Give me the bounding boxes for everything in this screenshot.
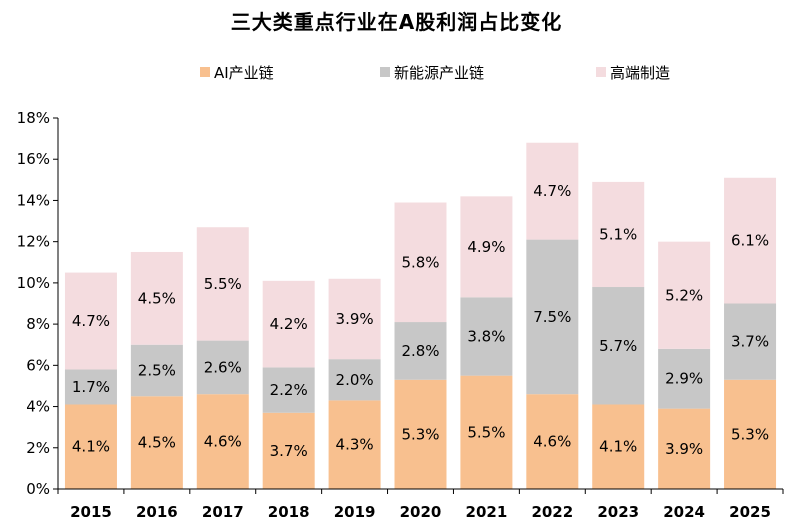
data-label-2022-series-2: 4.7% [533, 182, 571, 200]
x-tick-label-2020: 2020 [400, 503, 442, 521]
data-label-2020-series-2: 5.8% [401, 253, 439, 271]
bar-2024-series-0 [658, 408, 711, 489]
data-label-2020-series-1: 2.8% [401, 342, 439, 360]
y-tick-label-3: 6% [26, 356, 50, 374]
bar-2015-series-2 [64, 272, 117, 370]
data-label-2022-series-0: 4.6% [533, 433, 571, 451]
y-tick-label-1: 2% [26, 439, 50, 457]
y-tick-label-5: 10% [17, 274, 50, 292]
bar-2019-series-2 [328, 278, 381, 360]
bar-2015-series-1 [64, 369, 117, 405]
x-tick-label-2019: 2019 [334, 503, 376, 521]
bar-2020-series-2 [394, 202, 447, 323]
data-label-2020-series-0: 5.3% [401, 425, 439, 443]
data-label-2018-series-1: 2.2% [270, 381, 308, 399]
data-label-2017-series-1: 2.6% [204, 358, 242, 376]
bar-2019-series-0 [328, 400, 381, 489]
bar-2018-series-2 [262, 280, 315, 368]
data-labels-group: 4.1% 1.7% 4.7% 4.5% 2.5% 4.5% 4.6% 2.6% 5.5% 3.7%… [72, 182, 769, 460]
data-label-2024-series-0: 3.9% [665, 440, 703, 458]
legend-label-0: AI产业链 [214, 64, 274, 82]
bar-2016-series-0 [130, 396, 183, 489]
bar-2020-series-1 [394, 322, 447, 380]
data-label-2015-series-1: 1.7% [72, 378, 110, 396]
y-tick-label-9: 18% [17, 109, 50, 127]
bar-2022-series-0 [526, 394, 579, 489]
x-tick-label-2021: 2021 [466, 503, 508, 521]
legend: AI产业链 新能源产业链 高端制造 [200, 64, 670, 82]
data-label-2016-series-1: 2.5% [138, 361, 176, 379]
x-tick-label-2024: 2024 [663, 503, 705, 521]
bar-2019-series-1 [328, 359, 381, 401]
y-tick-label-7: 14% [17, 191, 50, 209]
x-tick-label-2016: 2016 [136, 503, 178, 521]
data-label-2025-series-1: 3.7% [731, 333, 769, 351]
bar-2017-series-2 [196, 227, 249, 341]
bars-group [64, 142, 777, 489]
data-label-2021-series-2: 4.9% [467, 238, 505, 256]
data-label-2025-series-2: 6.1% [731, 232, 769, 250]
data-label-2017-series-0: 4.6% [204, 433, 242, 451]
y-tick-label-6: 12% [17, 233, 50, 251]
data-label-2023-series-2: 5.1% [599, 225, 637, 243]
x-tick-label-2023: 2023 [597, 503, 639, 521]
bar-2018-series-0 [262, 412, 315, 489]
data-label-2015-series-0: 4.1% [72, 438, 110, 456]
data-label-2017-series-2: 5.5% [204, 275, 242, 293]
bar-2016-series-2 [130, 251, 183, 345]
data-label-2021-series-0: 5.5% [467, 423, 505, 441]
bar-2018-series-1 [262, 367, 315, 413]
data-label-2018-series-0: 3.7% [270, 442, 308, 460]
bar-2025-series-1 [724, 303, 777, 380]
y-tick-label-0: 0% [26, 480, 50, 498]
legend-swatch-2 [596, 67, 606, 77]
data-label-2019-series-2: 3.9% [336, 310, 374, 328]
bar-2017-series-1 [196, 340, 249, 395]
bar-2024-series-2 [658, 241, 711, 349]
chart-title: 三大类重点行业在A股利润占比变化 [230, 10, 563, 34]
x-tick-label-2018: 2018 [268, 503, 310, 521]
bar-2024-series-1 [658, 348, 711, 409]
data-label-2022-series-1: 7.5% [533, 308, 571, 326]
y-tick-label-8: 16% [17, 150, 50, 168]
axes-group: 0% 2% 4% 6% 8% 10% 12% 14% 16% 18% 2015 2016 2017 201… [17, 109, 784, 521]
bar-2022-series-2 [526, 142, 579, 240]
data-label-2021-series-1: 3.8% [467, 327, 505, 345]
legend-label-1: 新能源产业链 [394, 64, 484, 82]
data-label-2015-series-2: 4.7% [72, 312, 110, 330]
data-label-2025-series-0: 5.3% [731, 425, 769, 443]
bar-2023-series-0 [592, 404, 645, 489]
legend-swatch-1 [380, 67, 390, 77]
x-tick-label-2017: 2017 [202, 503, 244, 521]
bar-2025-series-2 [724, 177, 777, 304]
bar-2021-series-0 [460, 375, 513, 489]
bar-2025-series-0 [724, 379, 777, 489]
data-label-2016-series-2: 4.5% [138, 289, 176, 307]
legend-swatch-0 [200, 67, 210, 77]
data-label-2019-series-0: 4.3% [336, 436, 374, 454]
x-tick-label-2025: 2025 [729, 503, 771, 521]
y-tick-label-2: 4% [26, 398, 50, 416]
data-label-2024-series-2: 5.2% [665, 286, 703, 304]
bar-2021-series-1 [460, 297, 513, 376]
bar-2023-series-1 [592, 287, 645, 405]
x-tick-label-2022: 2022 [531, 503, 573, 521]
bar-2022-series-1 [526, 239, 579, 395]
data-label-2023-series-1: 5.7% [599, 337, 637, 355]
bar-2017-series-0 [196, 394, 249, 489]
data-label-2016-series-0: 4.5% [138, 434, 176, 452]
data-label-2018-series-2: 4.2% [270, 315, 308, 333]
x-tick-label-2015: 2015 [70, 503, 112, 521]
data-label-2024-series-1: 2.9% [665, 370, 703, 388]
bar-2016-series-1 [130, 344, 183, 397]
legend-label-2: 高端制造 [610, 64, 670, 82]
bar-2015-series-0 [64, 404, 117, 489]
data-label-2019-series-1: 2.0% [336, 371, 374, 389]
bar-2023-series-2 [592, 181, 645, 288]
data-label-2023-series-0: 4.1% [599, 438, 637, 456]
bar-2021-series-2 [460, 196, 513, 298]
bar-2020-series-0 [394, 379, 447, 489]
y-tick-label-4: 8% [26, 315, 50, 333]
